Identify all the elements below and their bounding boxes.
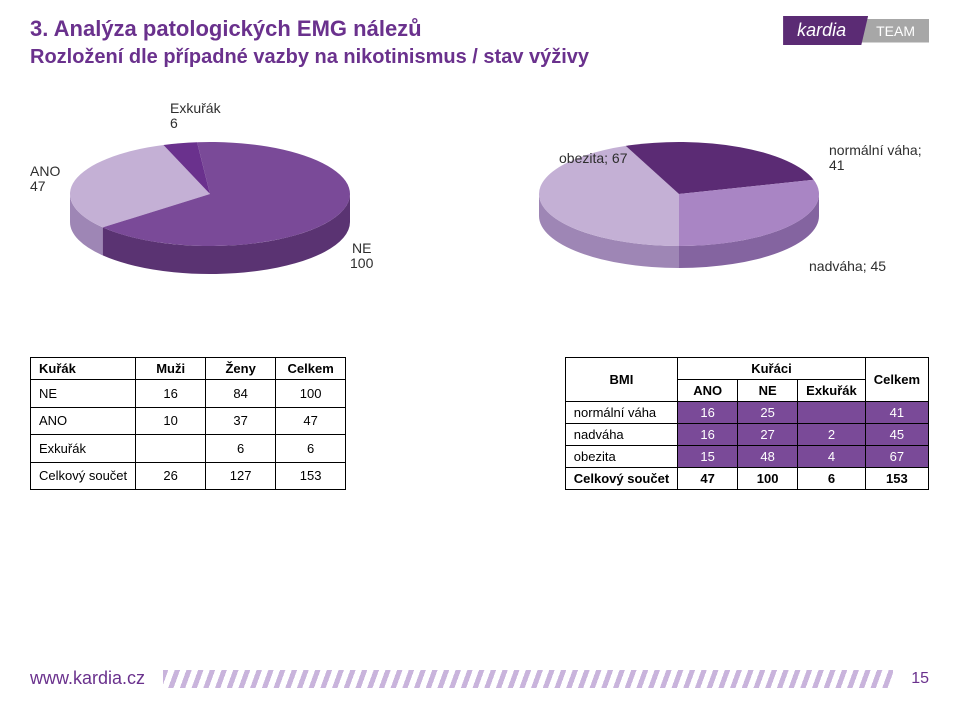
cell: 100 [276,380,346,408]
cell: 45 [865,424,928,446]
cell: 2 [798,424,866,446]
cell: 153 [276,462,346,490]
brand-right: TEAM [858,19,929,43]
cell: normální váha [565,402,677,424]
cell: 6 [206,435,276,463]
cell: 47 [276,407,346,435]
cell: 41 [865,402,928,424]
table-bmi: BMI Kuřáci Celkem ANO NE Exkuřák normáln… [565,357,929,490]
cell: 6 [798,468,866,490]
page-number: 15 [911,670,929,688]
footer-url: www.kardia.cz [30,668,145,689]
brand-badge: kardia TEAM [783,16,929,45]
cell: Celkový součet [31,462,136,490]
chart-label: Exkuřák6 [170,101,221,132]
cell: 15 [678,446,738,468]
cell: Exkuřák [31,435,136,463]
th: ANO [678,380,738,402]
cell: 25 [738,402,798,424]
cell: 27 [738,424,798,446]
cell: Celkový součet [565,468,677,490]
chart-label: nadváha; 45 [809,259,886,274]
pie-chart-bmi: obezita; 67 normální váha;41 nadváha; 45 [499,109,929,309]
chart-label: NE100 [350,241,373,272]
cell: 47 [678,468,738,490]
cell: 6 [276,435,346,463]
cell: 4 [798,446,866,468]
cell: 16 [678,424,738,446]
table-smoking: Kuřák Muži Ženy Celkem NE1684100 ANO10374… [30,357,346,490]
cell: 100 [738,468,798,490]
cell: obezita [565,446,677,468]
chart-label: ANO47 [30,164,60,195]
th: Celkem [276,358,346,380]
th: Ženy [206,358,276,380]
cell: 67 [865,446,928,468]
cell [136,435,206,463]
th: Muži [136,358,206,380]
cell: 153 [865,468,928,490]
cell: 84 [206,380,276,408]
th: Exkuřák [798,380,866,402]
cell: 37 [206,407,276,435]
cell: NE [31,380,136,408]
cell [798,402,866,424]
cell: 127 [206,462,276,490]
brand-left: kardia [783,16,868,45]
chart-label: normální váha;41 [829,143,922,174]
th: NE [738,380,798,402]
cell: 26 [136,462,206,490]
th-kuraci: Kuřáci [678,358,866,380]
page-title: 3. Analýza patologických EMG nálezů [30,16,589,42]
page-subtitle: Rozložení dle případné vazby na nikotini… [30,46,589,69]
cell: 16 [678,402,738,424]
th-celkem: Celkem [865,358,928,402]
th-bmi: BMI [565,358,677,402]
cell: 48 [738,446,798,468]
th: Kuřák [31,358,136,380]
pie-chart-smoking: ANO47Exkuřák6NE100 [30,109,460,309]
cell: 16 [136,380,206,408]
footer-hatch [163,670,893,688]
cell: 10 [136,407,206,435]
cell: ANO [31,407,136,435]
chart-label: obezita; 67 [559,151,628,166]
cell: nadváha [565,424,677,446]
